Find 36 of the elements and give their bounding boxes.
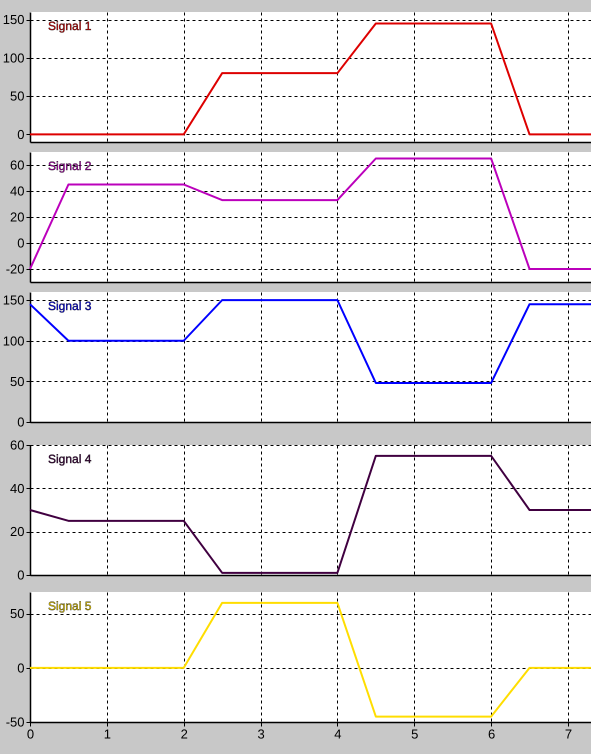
y-tick-label: 40 bbox=[10, 480, 24, 496]
y-tick-label: 40 bbox=[10, 184, 24, 198]
y-tick-label: 150 bbox=[2, 12, 24, 28]
line-series bbox=[29, 158, 591, 270]
y-tick-label: 100 bbox=[2, 50, 24, 66]
series-label: Signal 3 bbox=[48, 299, 92, 313]
line-series bbox=[29, 299, 591, 384]
y-tick-label: 20 bbox=[10, 210, 24, 224]
line-series bbox=[29, 454, 591, 574]
text: Signal 5 bbox=[48, 599, 92, 613]
y-tick-label: -20 bbox=[6, 262, 24, 276]
y-tick-label: 0 bbox=[17, 660, 24, 676]
y-tick-label: 50 bbox=[10, 88, 24, 104]
y-tick-label: 0 bbox=[17, 568, 24, 582]
x-tick-label: 2 bbox=[180, 726, 188, 742]
y-tick-label: 0 bbox=[17, 414, 24, 430]
x-tick-label: 6 bbox=[488, 726, 496, 742]
x-tick-label: 7 bbox=[564, 726, 572, 742]
y-tick-label: 0 bbox=[17, 236, 24, 250]
y-tick-label: 20 bbox=[10, 524, 24, 540]
x-tick-label: 0 bbox=[26, 726, 34, 742]
y-tick-label: 0 bbox=[17, 126, 24, 142]
x-tick-label: 5 bbox=[411, 726, 418, 742]
x-tick-label: 3 bbox=[257, 726, 265, 742]
series-label: Signal 2 bbox=[48, 159, 92, 173]
text: Signal 1 bbox=[48, 19, 92, 33]
y-tick-label: 150 bbox=[2, 292, 24, 308]
y-tick-label: 100 bbox=[2, 333, 24, 348]
y-tick-label: 50 bbox=[10, 606, 24, 622]
x-tick-label: 1 bbox=[104, 726, 111, 742]
y-tick-label: 60 bbox=[10, 158, 24, 172]
y-tick-label: -50 bbox=[6, 714, 24, 730]
y-tick-label: 50 bbox=[10, 374, 24, 389]
text: Signal 4 bbox=[48, 452, 92, 466]
y-tick-label: 60 bbox=[10, 438, 24, 452]
x-tick-label: 4 bbox=[334, 726, 342, 742]
